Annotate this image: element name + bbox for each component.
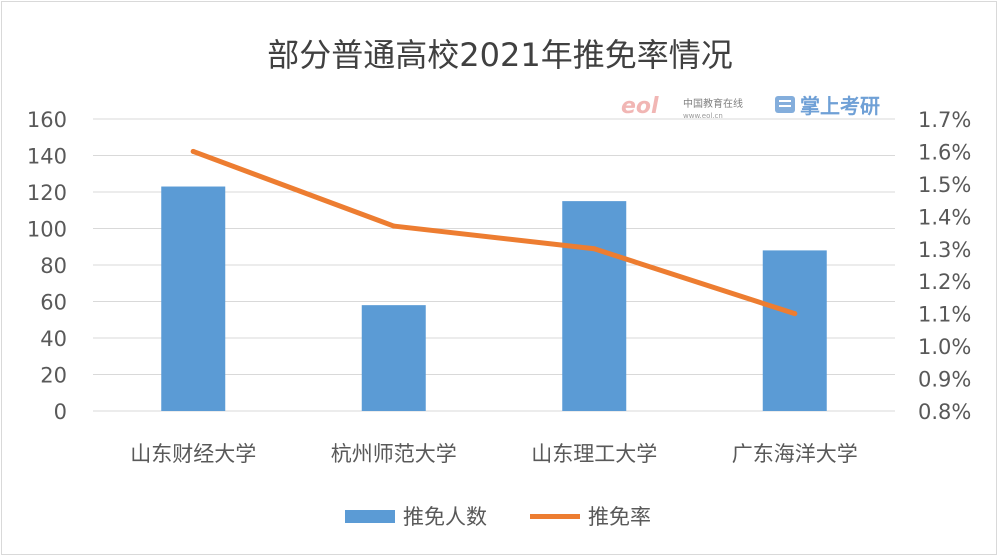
y-left-tick-label: 140 xyxy=(27,145,67,169)
y-left-tick-label: 0 xyxy=(54,400,67,424)
y-left-tick-label: 100 xyxy=(27,218,67,242)
eol-url-text: www.eol.cn xyxy=(683,112,723,120)
y-right-tick-label: 1.6% xyxy=(918,140,971,164)
line-point xyxy=(591,246,597,252)
line-series xyxy=(190,148,798,317)
brand-watermark: 掌上考研 xyxy=(775,94,880,118)
y-left-tick-label: 20 xyxy=(40,364,67,388)
legend-swatch-bar xyxy=(345,510,395,523)
y-axis-right: 0.8% 0.9% 1.0% 1.1% 1.2% 1.3% 1.4% 1.5% 1.6% 1.7% xyxy=(918,108,971,424)
y-left-tick-label: 120 xyxy=(27,181,67,205)
y-right-tick-label: 1.5% xyxy=(918,173,971,197)
y-right-tick-label: 0.8% xyxy=(918,400,971,424)
y-left-tick-label: 40 xyxy=(40,327,67,351)
eol-watermark: eol 中国教育在线 www.eol.cn xyxy=(621,94,743,120)
line-point xyxy=(190,148,196,154)
gridlines xyxy=(93,118,895,412)
legend-label-line: 推免率 xyxy=(588,505,651,529)
y-left-tick-label: 160 xyxy=(27,108,67,132)
line-point xyxy=(391,223,397,229)
brand-text: 掌上考研 xyxy=(800,94,880,118)
bar xyxy=(762,250,827,411)
eol-cn-text: 中国教育在线 xyxy=(683,97,743,110)
chart-title: 部分普通高校2021年推免率情况 xyxy=(267,36,732,74)
book-icon xyxy=(775,96,795,113)
y-right-tick-label: 1.7% xyxy=(918,108,971,132)
y-right-tick-label: 1.4% xyxy=(918,205,971,229)
y-right-tick-label: 1.0% xyxy=(918,335,971,359)
legend-label-bar: 推免人数 xyxy=(403,505,487,529)
y-right-tick-label: 1.2% xyxy=(918,270,971,294)
bar-series xyxy=(161,186,827,411)
bar xyxy=(361,305,426,411)
legend: 推免人数 推免率 xyxy=(345,505,651,529)
x-axis-labels: 山东财经大学 杭州师范大学 山东理工大学 广东海洋大学 xyxy=(130,442,858,466)
y-left-tick-label: 80 xyxy=(40,254,67,278)
y-right-tick-label: 1.3% xyxy=(918,238,971,262)
bar xyxy=(562,201,627,411)
line-point xyxy=(792,311,798,317)
y-right-tick-label: 1.1% xyxy=(918,303,971,327)
bar xyxy=(161,186,226,411)
x-tick-label: 山东理工大学 xyxy=(531,442,657,466)
x-tick-label: 山东财经大学 xyxy=(130,442,256,466)
y-right-tick-label: 0.9% xyxy=(918,368,971,392)
legend-item-bars: 推免人数 xyxy=(345,505,487,529)
legend-item-line: 推免率 xyxy=(530,505,651,529)
x-tick-label: 广东海洋大学 xyxy=(732,442,858,466)
line-path xyxy=(190,148,798,317)
y-left-tick-label: 60 xyxy=(40,291,67,315)
eol-logo: eol xyxy=(621,94,659,119)
y-axis-left: 0 20 40 60 80 100 120 140 160 xyxy=(27,108,67,424)
x-tick-label: 杭州师范大学 xyxy=(331,442,457,466)
